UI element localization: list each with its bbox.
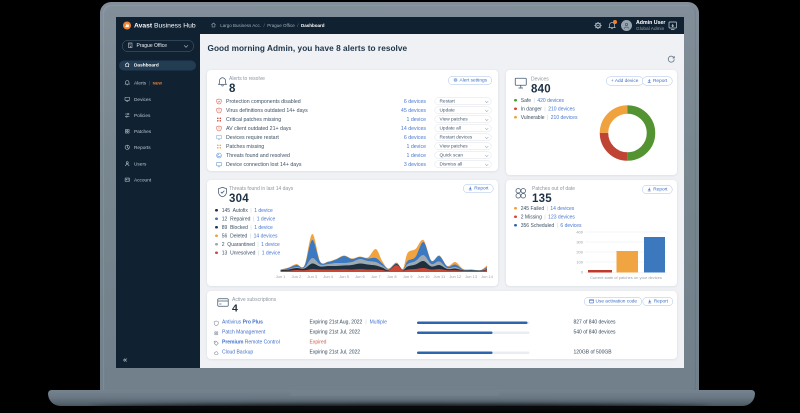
svg-text:Jun 5: Jun 5 <box>339 274 350 279</box>
svg-text:Current state of patches on yo: Current state of patches on your devices <box>590 275 662 280</box>
svg-text:Jun 12: Jun 12 <box>449 274 462 279</box>
svg-text:Jun 11: Jun 11 <box>433 274 445 279</box>
svg-text:200: 200 <box>576 250 583 255</box>
svg-text:Jun 8: Jun 8 <box>387 274 398 279</box>
svg-text:400: 400 <box>576 230 583 235</box>
svg-text:Jun 10: Jun 10 <box>417 274 430 279</box>
svg-text:Jun 14: Jun 14 <box>481 274 494 279</box>
svg-text:Jun 7: Jun 7 <box>371 274 382 279</box>
svg-text:Jun 6: Jun 6 <box>355 274 366 279</box>
svg-text:Jun 3: Jun 3 <box>307 274 318 279</box>
svg-text:Jun 4: Jun 4 <box>323 274 334 279</box>
svg-text:100: 100 <box>576 260 583 265</box>
svg-text:300: 300 <box>576 240 583 245</box>
svg-text:Jun 13: Jun 13 <box>465 274 478 279</box>
svg-text:Jun 1: Jun 1 <box>276 274 287 279</box>
svg-text:0: 0 <box>581 270 584 275</box>
svg-text:Jun 9: Jun 9 <box>403 274 414 279</box>
svg-text:Jun 2: Jun 2 <box>292 274 303 279</box>
